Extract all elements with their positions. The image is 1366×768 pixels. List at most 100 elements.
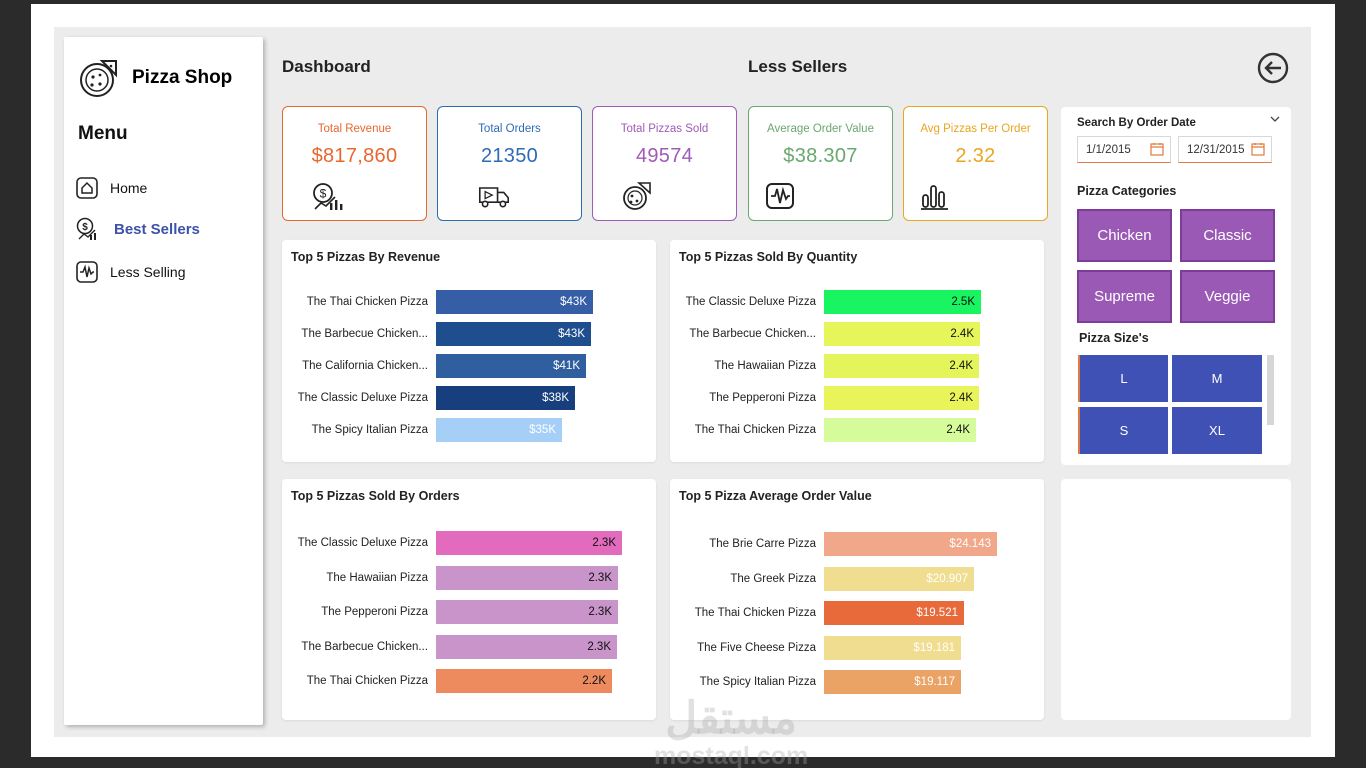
bar[interactable]: $43K bbox=[436, 290, 593, 314]
bar-value: 2.3K bbox=[587, 640, 611, 653]
bar[interactable]: 2.2K bbox=[436, 669, 612, 693]
back-arrow-icon[interactable] bbox=[1257, 52, 1289, 84]
nav-item-home[interactable]: Home bbox=[76, 177, 147, 199]
kpi-label: Total Revenue bbox=[317, 123, 392, 135]
chart-row: The Spicy Italian Pizza $19.117 bbox=[670, 670, 1044, 694]
nav-item-less-selling[interactable]: Less Selling bbox=[76, 261, 186, 283]
revenue-icon: $ bbox=[76, 217, 96, 240]
bar-value: 2.4K bbox=[946, 424, 970, 436]
bar-value: 2.3K bbox=[588, 571, 612, 584]
size-l-button[interactable]: L bbox=[1078, 355, 1168, 402]
sizes-title: Pizza Size's bbox=[1079, 331, 1149, 345]
nav-item-best-sellers[interactable]: $ Best Sellers bbox=[76, 217, 200, 241]
menu-title: Menu bbox=[78, 123, 128, 144]
bar-value: $19.181 bbox=[913, 641, 955, 654]
bar[interactable]: 2.3K bbox=[436, 600, 618, 624]
kpi-value: 21350 bbox=[480, 145, 539, 167]
chart-top5-revenue: Top 5 Pizzas By Revenue The Thai Chicken… bbox=[282, 240, 656, 462]
start-date-input[interactable]: 1/1/2015 bbox=[1077, 136, 1171, 163]
bar-label: The Five Cheese Pizza bbox=[697, 641, 816, 654]
category-supreme-button[interactable]: Supreme bbox=[1077, 270, 1172, 323]
bar-value: $41K bbox=[553, 360, 580, 372]
watermark-latin: mostaql.com bbox=[654, 742, 809, 768]
bar[interactable]: $19.117 bbox=[824, 670, 961, 694]
brand: Pizza Shop bbox=[78, 57, 232, 99]
bar-label: The Barbecue Chicken... bbox=[301, 640, 428, 653]
nav-item-best-sellers-label: Best Sellers bbox=[114, 220, 200, 238]
kpi-label: Total Pizzas Sold bbox=[620, 123, 709, 135]
bar[interactable]: $41K bbox=[436, 354, 586, 378]
chart-title: Top 5 Pizza Average Order Value bbox=[679, 489, 872, 503]
category-chicken-button[interactable]: Chicken bbox=[1077, 209, 1172, 262]
bar[interactable]: $19.181 bbox=[824, 635, 961, 660]
calendar-icon[interactable] bbox=[1251, 142, 1265, 156]
size-s-button[interactable]: S bbox=[1078, 407, 1168, 454]
bar-label: The California Chicken... bbox=[302, 360, 428, 372]
kpi-label: Avg Pizzas Per Order bbox=[920, 123, 1031, 135]
chart-row: The Classic Deluxe Pizza 2.5K bbox=[670, 290, 1044, 314]
bar-value: 2.5K bbox=[951, 296, 975, 308]
chart-row: The Thai Chicken Pizza $43K bbox=[282, 290, 656, 314]
bar-label: The Thai Chicken Pizza bbox=[306, 296, 428, 308]
watermark-arabic: مستقل bbox=[665, 694, 797, 743]
chart-row: The Barbecue Chicken... 2.4K bbox=[670, 322, 1044, 346]
kpi-average-order-value: Average Order Value $38.307 bbox=[748, 106, 893, 221]
bar[interactable]: 2.3K bbox=[436, 634, 617, 659]
bar-value: 2.4K bbox=[949, 360, 973, 372]
bar[interactable]: $43K bbox=[436, 322, 591, 346]
chart-row: The Pepperoni Pizza 2.4K bbox=[670, 386, 1044, 410]
watermark: مستقل mostaql.com bbox=[654, 695, 808, 768]
bar-label: The Thai Chicken Pizza bbox=[694, 424, 816, 436]
home-icon bbox=[76, 177, 98, 199]
category-classic-button[interactable]: Classic bbox=[1180, 209, 1275, 262]
sizes-scrollbar[interactable] bbox=[1267, 355, 1274, 425]
chart-row: The Hawaiian Pizza 2.3K bbox=[282, 565, 656, 590]
bar[interactable]: 2.4K bbox=[824, 354, 979, 378]
chart-row: The Classic Deluxe Pizza 2.3K bbox=[282, 531, 656, 555]
bar[interactable]: $24.143 bbox=[824, 532, 997, 556]
bar-value: $38K bbox=[542, 392, 569, 404]
chart-row: The Spicy Italian Pizza $35K bbox=[282, 418, 656, 442]
bar-label: The Spicy Italian Pizza bbox=[311, 424, 428, 436]
chart-title: Top 5 Pizzas By Revenue bbox=[291, 250, 441, 264]
chart-top5-aov: Top 5 Pizza Average Order Value The Brie… bbox=[670, 479, 1044, 720]
bar[interactable]: $19.521 bbox=[824, 601, 964, 625]
bar[interactable]: 2.4K bbox=[824, 322, 980, 346]
chart-top5-quantity: Top 5 Pizzas Sold By Quantity The Classi… bbox=[670, 240, 1044, 462]
chart-row: The Barbecue Chicken... $43K bbox=[282, 322, 656, 346]
chart-row: The Classic Deluxe Pizza $38K bbox=[282, 386, 656, 410]
empty-card bbox=[1061, 479, 1291, 720]
bar-value: $43K bbox=[560, 296, 587, 308]
bar-value: $24.143 bbox=[949, 538, 991, 550]
page-title: Less Sellers bbox=[748, 57, 848, 76]
revenue-icon: $ bbox=[313, 183, 343, 210]
kpi-label: Total Orders bbox=[478, 123, 541, 135]
end-date-input[interactable]: 12/31/2015 bbox=[1178, 136, 1272, 163]
kpi-label: Average Order Value bbox=[767, 123, 874, 135]
bar[interactable]: $35K bbox=[436, 418, 562, 442]
bar-label: The Thai Chicken Pizza bbox=[306, 675, 428, 687]
bar[interactable]: $38K bbox=[436, 386, 575, 410]
chart-row: The California Chicken... $41K bbox=[282, 354, 656, 378]
bar[interactable]: 2.5K bbox=[824, 290, 981, 314]
pizza-icon bbox=[623, 182, 651, 210]
kpi-value: $38.307 bbox=[783, 145, 858, 167]
chevron-down-icon[interactable] bbox=[1269, 113, 1281, 125]
calendar-icon[interactable] bbox=[1150, 142, 1164, 156]
bar-value: $19.117 bbox=[914, 676, 955, 688]
bar-label: The Brie Carre Pizza bbox=[709, 538, 816, 550]
size-xl-button[interactable]: XL bbox=[1172, 407, 1262, 454]
bar[interactable]: $20.907 bbox=[824, 566, 974, 591]
bar-value: $20.907 bbox=[926, 572, 968, 585]
chart-top5-orders: Top 5 Pizzas Sold By Orders The Classic … bbox=[282, 479, 656, 720]
bar[interactable]: 2.4K bbox=[824, 386, 979, 410]
kpi-avg-pizzas-per-order: Avg Pizzas Per Order 2.32 bbox=[903, 106, 1048, 221]
chart-row: The Thai Chicken Pizza $19.521 bbox=[670, 601, 1044, 625]
bar[interactable]: 2.3K bbox=[436, 531, 622, 555]
category-veggie-button[interactable]: Veggie bbox=[1180, 270, 1275, 323]
bar[interactable]: 2.4K bbox=[824, 418, 976, 442]
date-filter-title: Search By Order Date bbox=[1077, 117, 1196, 129]
bar[interactable]: 2.3K bbox=[436, 565, 618, 590]
size-m-button[interactable]: M bbox=[1172, 355, 1262, 402]
chart-row: The Thai Chicken Pizza 2.4K bbox=[670, 418, 1044, 442]
